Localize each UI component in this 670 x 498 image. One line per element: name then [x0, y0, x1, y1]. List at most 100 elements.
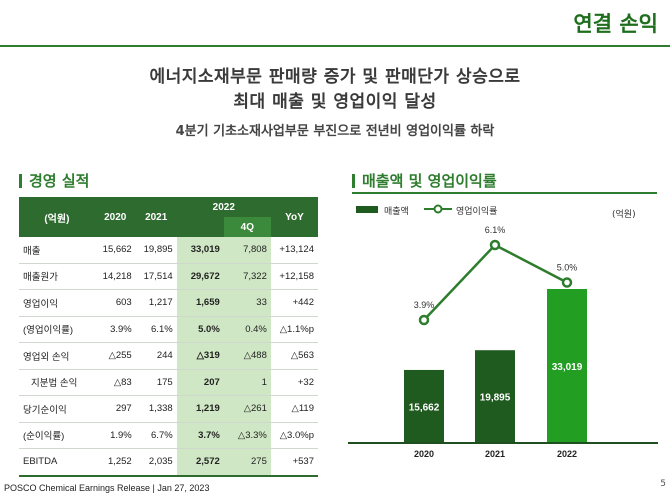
x-tick-label: 2022 — [557, 449, 577, 459]
cell-2022: △319 — [176, 342, 224, 370]
cell-2021: 2,035 — [135, 448, 177, 477]
cell-2020: △83 — [94, 369, 136, 396]
col-header-2021: 2021 — [135, 197, 177, 237]
cell-4q: △488 — [223, 342, 271, 370]
row-label: 매출원가 — [19, 263, 95, 290]
cell-2021: 6.1% — [135, 316, 177, 343]
row-label: 당기순이익 — [19, 395, 95, 423]
margin-point — [489, 239, 501, 251]
cell-2020: 603 — [94, 289, 136, 317]
cell-yoy: +32 — [270, 369, 318, 396]
cell-4q: △261 — [223, 395, 271, 423]
cell-2022: 3.7% — [176, 422, 224, 449]
headline-line1: 에너지소재부문 판매량 증가 및 판매단가 상승으로 — [149, 67, 521, 87]
footer-text: POSCO Chemical Earnings Release | Jan 27… — [4, 483, 210, 493]
chart-section-marker — [352, 174, 355, 188]
cell-2022: 1,219 — [176, 395, 224, 423]
table-section-marker — [19, 174, 22, 188]
table-row: EBITDA 1,252 2,035 2,572 275 +537 — [19, 448, 318, 477]
cell-2020: 1,252 — [94, 448, 136, 477]
headline-line2: 최대 매출 및 영업이익 달성 — [233, 92, 437, 112]
margin-value-label: 5.0% — [557, 263, 578, 273]
cell-4q: △3.3% — [223, 422, 271, 449]
cell-2022: 33,019 — [176, 237, 224, 264]
financial-table: (억원) 2020 2021 2022 YoY 4Q 매출 15,662 19,89… — [19, 197, 318, 477]
table-section-title: 경영 실적 — [29, 172, 90, 190]
cell-yoy: +12,158 — [270, 263, 318, 290]
table-row: 영업이익 603 1,217 1,659 33 +442 — [19, 289, 318, 317]
cell-2022: 1,659 — [176, 289, 224, 317]
cell-2022: 5.0% — [176, 316, 224, 343]
cell-2021: 6.7% — [135, 422, 177, 449]
chart-section-title: 매출액 및 영업이익률 — [362, 172, 497, 190]
cell-4q: 0.4% — [223, 316, 271, 343]
chart-section-rule — [352, 192, 657, 194]
cell-4q: 1 — [223, 369, 271, 396]
cell-2021: 17,514 — [135, 263, 177, 290]
bar-value-label: 33,019 — [552, 362, 583, 373]
cell-2021: 1,217 — [135, 289, 177, 317]
table-row: 매출 15,662 19,895 33,019 7,808 +13,124 — [19, 237, 318, 264]
col-header-4q: 4Q — [223, 217, 271, 237]
cell-2020: 297 — [94, 395, 136, 423]
cell-2020: 14,218 — [94, 263, 136, 290]
row-label: 매출 — [19, 237, 95, 264]
table-row: (순이익률) 1.9% 6.7% 3.7% △3.3% △3.0%p — [19, 422, 318, 449]
cell-yoy: △1.1%p — [270, 316, 318, 343]
margin-point — [561, 277, 573, 288]
x-tick-label: 2020 — [414, 449, 434, 459]
margin-value-label: 6.1% — [485, 225, 506, 235]
bar-value-label: 15,662 — [409, 402, 440, 413]
title-rule — [0, 45, 670, 47]
revenue-margin-chart: 15,662 19,895 33,019 2020 2021 2022 3.9% 6.1% 5.… — [348, 225, 658, 459]
margin-value-label: 3.9% — [414, 300, 435, 310]
cell-2022: 2,572 — [176, 448, 224, 477]
bar-2022 — [547, 289, 587, 443]
legend-line-label: 영업이익률 — [456, 207, 498, 217]
cell-yoy: +442 — [270, 289, 318, 317]
col-header-2022: 2022 — [176, 197, 271, 217]
cell-4q: 275 — [223, 448, 271, 477]
cell-2020: 1.9% — [94, 422, 136, 449]
col-header-2022-blank — [176, 217, 224, 237]
page-number: 5 — [660, 479, 666, 489]
cell-2021: 19,895 — [135, 237, 177, 264]
margin-line — [423, 243, 568, 321]
table-row: 매출원가 14,218 17,514 29,672 7,322 +12,158 — [19, 263, 318, 290]
table-row: 당기순이익 297 1,338 1,219 △261 △119 — [19, 395, 318, 423]
margin-point — [418, 314, 430, 326]
row-label: (순이익률) — [19, 422, 95, 449]
cell-2020: △255 — [94, 342, 136, 370]
cell-2021: 1,338 — [135, 395, 177, 423]
legend-line-swatch — [424, 204, 452, 214]
row-label: (영업이익률) — [19, 316, 95, 343]
cell-2022: 29,672 — [176, 263, 224, 290]
cell-yoy: +537 — [270, 448, 318, 477]
cell-yoy: △119 — [270, 395, 318, 423]
cell-4q: 33 — [223, 289, 271, 317]
cell-4q: 7,322 — [223, 263, 271, 290]
table-row: 영업외 손익 △255 244 △319 △488 △563 — [19, 342, 318, 370]
table-header-row: (억원) 2020 2021 2022 YoY — [19, 197, 318, 237]
bar-value-label: 19,895 — [480, 393, 511, 404]
chart-unit-label: (억원) — [612, 210, 636, 220]
col-header-2020: 2020 — [94, 197, 136, 237]
cell-2021: 175 — [135, 369, 177, 396]
cell-yoy: △3.0%p — [270, 422, 318, 449]
cell-yoy: +13,124 — [270, 237, 318, 264]
row-label: 영업이익 — [19, 289, 95, 317]
table-row: (영업이익률) 3.9% 6.1% 5.0% 0.4% △1.1%p — [19, 316, 318, 343]
legend-bar-label: 매출액 — [384, 207, 409, 217]
cell-4q: 7,808 — [223, 237, 271, 264]
row-label: EBITDA — [19, 448, 95, 477]
row-label: 지분법 손익 — [19, 369, 95, 396]
col-header-unit: (억원) — [19, 197, 95, 237]
headline-subline: 4분기 기초소재사업부문 부진으로 전년비 영업이익률 하락 — [175, 124, 495, 139]
bar-2021 — [475, 350, 515, 443]
row-label: 영업외 손익 — [19, 342, 95, 370]
cell-2020: 15,662 — [94, 237, 136, 264]
x-tick-label: 2021 — [485, 449, 505, 459]
bar-2020 — [404, 369, 444, 443]
table-row: 지분법 손익 △83 175 207 1 +32 — [19, 369, 318, 396]
cell-2021: 244 — [135, 342, 177, 370]
